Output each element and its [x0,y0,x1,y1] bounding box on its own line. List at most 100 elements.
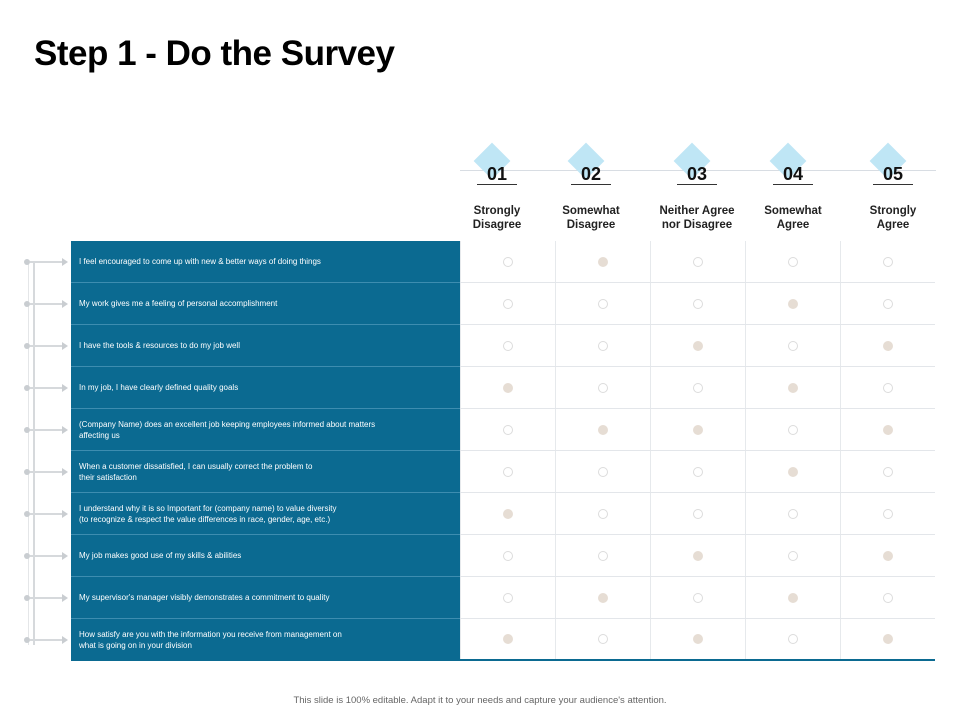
answer-cell[interactable] [650,367,745,408]
answer-cell[interactable] [460,493,555,534]
selected-radio-dot[interactable] [503,382,513,393]
radio-dot[interactable] [693,298,703,309]
radio-dot[interactable] [503,592,513,603]
selected-radio-dot[interactable] [598,424,608,435]
answer-cell[interactable] [555,241,650,282]
selected-radio-dot[interactable] [693,424,703,435]
answer-cell[interactable] [650,241,745,282]
radio-dot[interactable] [503,340,513,351]
answer-cell[interactable] [555,535,650,576]
radio-dot[interactable] [883,298,893,309]
radio-dot[interactable] [788,340,798,351]
answer-cell[interactable] [745,619,840,659]
answer-cell[interactable] [555,325,650,366]
answer-cell[interactable] [840,409,935,450]
answer-cell[interactable] [840,535,935,576]
radio-dot[interactable] [598,466,608,477]
answer-cell[interactable] [840,577,935,618]
selected-radio-dot[interactable] [788,382,798,393]
selected-radio-dot[interactable] [788,592,798,603]
answer-cell[interactable] [650,283,745,324]
answer-cell[interactable] [650,535,745,576]
answer-cell[interactable] [460,535,555,576]
radio-dot[interactable] [598,382,608,393]
radio-dot[interactable] [883,382,893,393]
radio-dot[interactable] [693,592,703,603]
answer-cell[interactable] [460,619,555,659]
selected-radio-dot[interactable] [883,550,893,561]
answer-cell[interactable] [650,619,745,659]
answer-cell[interactable] [555,283,650,324]
selected-radio-dot[interactable] [503,508,513,519]
radio-dot[interactable] [503,298,513,309]
answer-cell[interactable] [840,451,935,492]
radio-dot[interactable] [598,634,608,644]
selected-radio-dot[interactable] [598,256,608,267]
selected-radio-dot[interactable] [788,466,798,477]
answer-cell[interactable] [460,451,555,492]
radio-dot[interactable] [598,508,608,519]
selected-radio-dot[interactable] [693,340,703,351]
radio-dot[interactable] [693,256,703,267]
answer-cell[interactable] [745,493,840,534]
answer-cell[interactable] [745,283,840,324]
answer-cell[interactable] [460,283,555,324]
radio-dot[interactable] [693,382,703,393]
answer-cell[interactable] [650,325,745,366]
radio-dot[interactable] [598,298,608,309]
answer-cell[interactable] [840,283,935,324]
selected-radio-dot[interactable] [598,592,608,603]
answer-cell[interactable] [840,241,935,282]
answer-cell[interactable] [840,493,935,534]
selected-radio-dot[interactable] [693,550,703,561]
radio-dot[interactable] [788,424,798,435]
answer-cell[interactable] [460,241,555,282]
radio-dot[interactable] [503,466,513,477]
radio-dot[interactable] [503,424,513,435]
answer-cell[interactable] [460,409,555,450]
radio-dot[interactable] [503,256,513,267]
answer-cell[interactable] [555,577,650,618]
answer-cell[interactable] [460,367,555,408]
answer-cell[interactable] [650,577,745,618]
answer-cell[interactable] [650,451,745,492]
answer-cell[interactable] [745,451,840,492]
radio-dot[interactable] [883,256,893,267]
selected-radio-dot[interactable] [788,298,798,309]
radio-dot[interactable] [503,550,513,561]
radio-dot[interactable] [788,256,798,267]
answer-cell[interactable] [555,619,650,659]
selected-radio-dot[interactable] [503,634,513,644]
selected-radio-dot[interactable] [883,424,893,435]
radio-dot[interactable] [883,466,893,477]
answer-cell[interactable] [555,493,650,534]
radio-dot[interactable] [598,550,608,561]
answer-cell[interactable] [555,409,650,450]
answer-cell[interactable] [745,241,840,282]
selected-radio-dot[interactable] [883,634,893,644]
radio-dot[interactable] [883,508,893,519]
radio-dot[interactable] [883,592,893,603]
answer-cell[interactable] [745,367,840,408]
selected-radio-dot[interactable] [883,340,893,351]
answer-cell[interactable] [650,493,745,534]
answer-cell[interactable] [745,577,840,618]
radio-dot[interactable] [788,550,798,561]
answer-cell[interactable] [460,325,555,366]
answer-cell[interactable] [840,367,935,408]
radio-dot[interactable] [693,466,703,477]
radio-dot[interactable] [693,508,703,519]
answer-cell[interactable] [840,619,935,659]
answer-cell[interactable] [745,325,840,366]
radio-dot[interactable] [788,508,798,519]
answer-cell[interactable] [460,577,555,618]
radio-dot[interactable] [788,634,798,644]
answer-cell[interactable] [745,409,840,450]
answer-cell[interactable] [555,451,650,492]
answer-cell[interactable] [840,325,935,366]
radio-dot[interactable] [598,340,608,351]
answer-cell[interactable] [555,367,650,408]
selected-radio-dot[interactable] [693,634,703,644]
answer-cell[interactable] [745,535,840,576]
answer-cell[interactable] [650,409,745,450]
